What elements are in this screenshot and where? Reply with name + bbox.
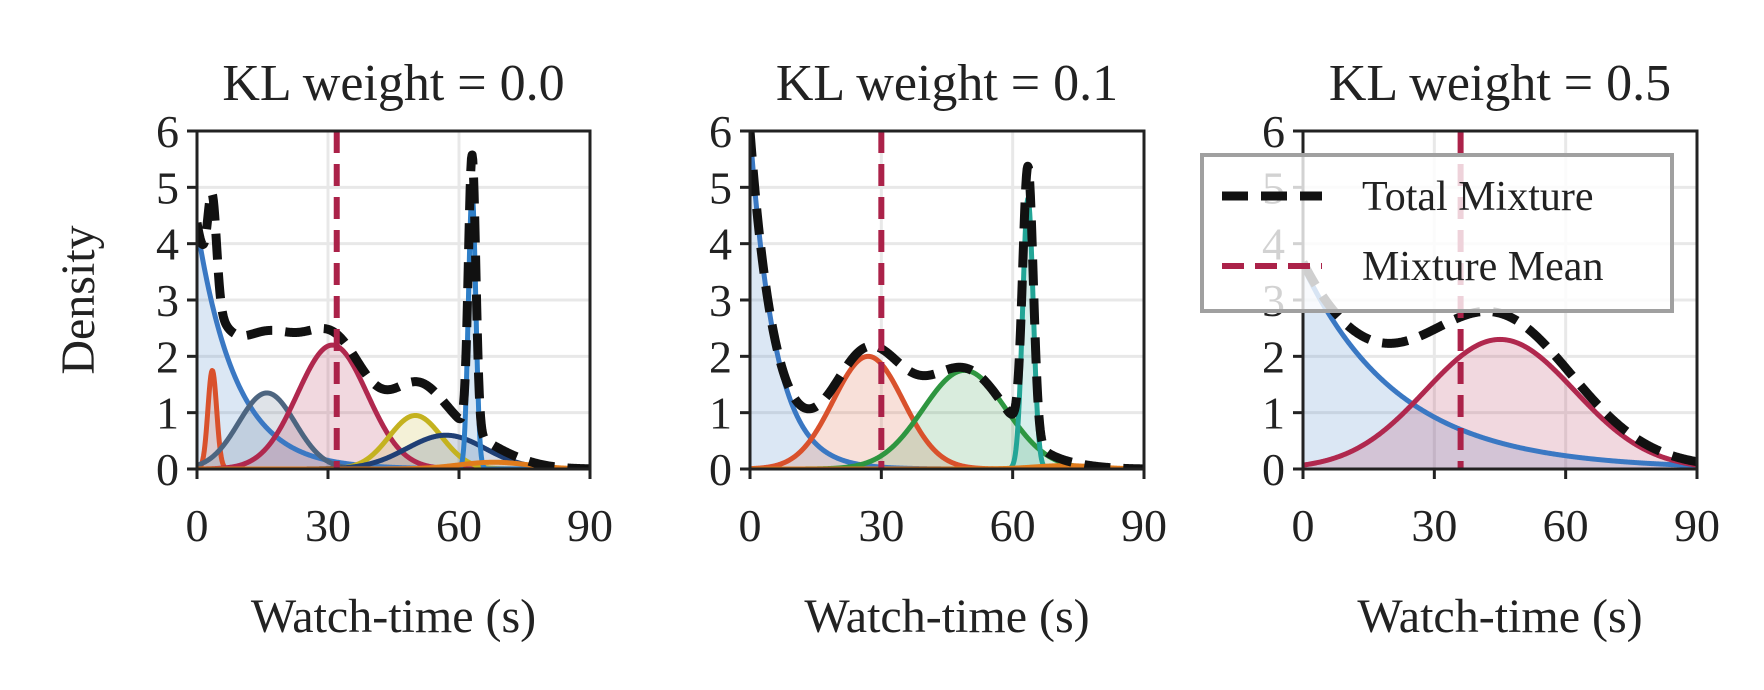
legend-box xyxy=(1200,153,1674,313)
x-tick-label: 60 xyxy=(1543,500,1589,551)
panel-title: KL weight = 0.5 xyxy=(1329,55,1671,112)
component-4-curve xyxy=(197,342,590,469)
component-1-curve xyxy=(1303,265,1697,469)
component-2-fill xyxy=(1303,339,1697,469)
x-tick-label: 0 xyxy=(186,500,209,551)
plot-area xyxy=(197,131,590,469)
total-mixture-curve xyxy=(750,131,1144,469)
component-2-curve xyxy=(1303,336,1697,468)
component-1-fill xyxy=(197,226,590,469)
y-tick-label: 1 xyxy=(709,388,732,439)
y-tick-label: 5 xyxy=(709,162,732,213)
component-5-curve xyxy=(750,463,1144,469)
x-tick-label: 90 xyxy=(1121,500,1167,551)
x-tick-label: 60 xyxy=(990,500,1036,551)
total-mixture-curve xyxy=(197,150,590,469)
y-tick-label: 2 xyxy=(156,331,179,382)
total-mixture-curve xyxy=(1303,259,1697,467)
x-axis-label: Watch-time (s) xyxy=(804,590,1089,643)
y-tick-label: 1 xyxy=(156,388,179,439)
component-1-fill xyxy=(750,131,1144,469)
x-tick-label: 30 xyxy=(858,500,904,551)
x-tick-label: 90 xyxy=(1674,500,1720,551)
x-tick-label: 0 xyxy=(1292,500,1315,551)
component-3-curve xyxy=(197,390,590,469)
y-tick-label: 2 xyxy=(1262,331,1285,382)
y-tick-label: 5 xyxy=(156,162,179,213)
x-tick-label: 90 xyxy=(567,500,613,551)
x-tick-label: 30 xyxy=(305,500,351,551)
legend: Total Mixture Mixture Mean xyxy=(1200,153,1674,313)
x-tick-label: 0 xyxy=(739,500,762,551)
x-axis-label: Watch-time (s) xyxy=(251,590,536,643)
y-tick-label: 6 xyxy=(1262,106,1285,157)
component-3-fill xyxy=(750,370,1144,469)
y-tick-label: 6 xyxy=(156,106,179,157)
panel-title: KL weight = 0.0 xyxy=(222,55,564,112)
y-tick-label: 0 xyxy=(709,444,732,495)
legend-label-mixture-mean: Mixture Mean xyxy=(1362,244,1603,290)
x-tick-label: 30 xyxy=(1411,500,1457,551)
component-2-curve xyxy=(750,353,1144,469)
component-4-fill xyxy=(197,345,590,469)
y-tick-label: 4 xyxy=(156,219,179,270)
component-2-fill xyxy=(750,356,1144,469)
x-tick-label: 60 xyxy=(436,500,482,551)
y-tick-label: 6 xyxy=(709,106,732,157)
y-axis-label: Density xyxy=(52,225,105,374)
y-tick-label: 0 xyxy=(156,444,179,495)
y-tick-label: 3 xyxy=(709,275,732,326)
x-axis-label: Watch-time (s) xyxy=(1357,590,1642,643)
plot-area xyxy=(1303,131,1697,469)
y-tick-label: 1 xyxy=(1262,388,1285,439)
legend-label-total-mixture: Total Mixture xyxy=(1362,174,1594,220)
y-tick-label: 3 xyxy=(156,275,179,326)
panel-title: KL weight = 0.1 xyxy=(776,55,1118,112)
y-tick-label: 4 xyxy=(709,219,732,270)
y-tick-label: 0 xyxy=(1262,444,1285,495)
y-tick-label: 2 xyxy=(709,331,732,382)
